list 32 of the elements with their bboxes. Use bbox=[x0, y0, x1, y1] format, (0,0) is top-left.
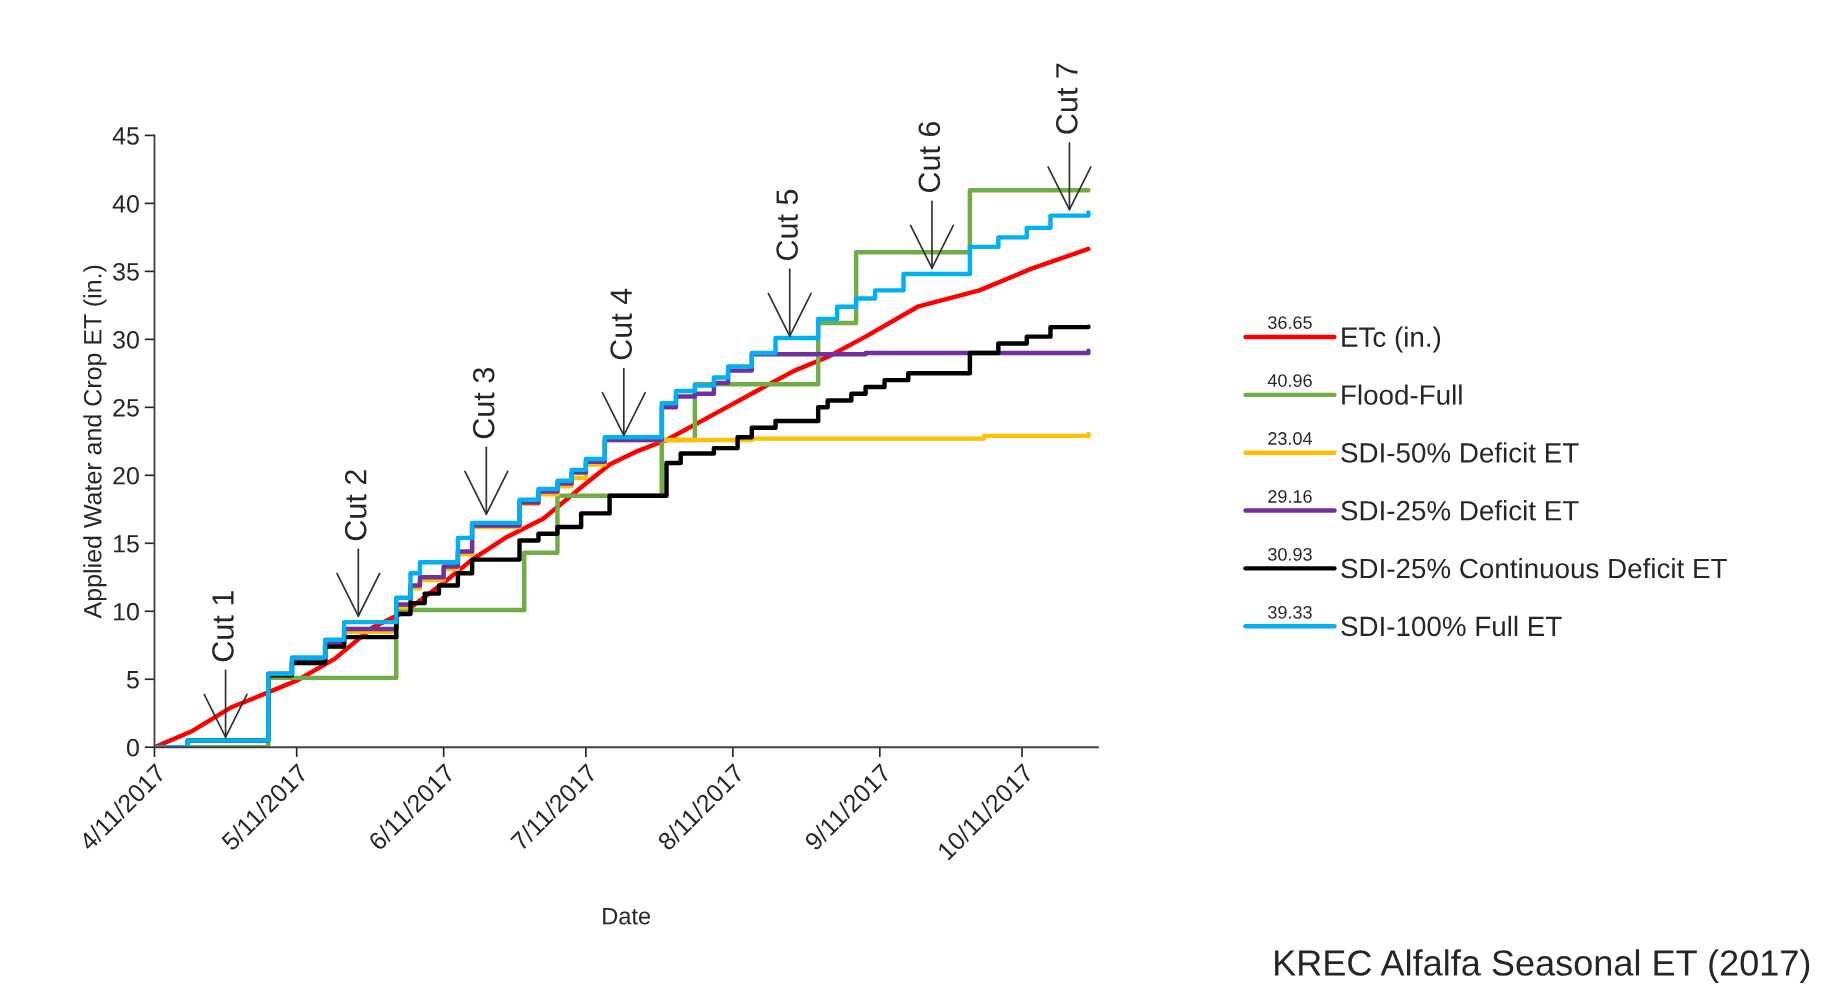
y-tick-label: 30 bbox=[113, 330, 139, 349]
y-tick-label: 15 bbox=[113, 535, 139, 553]
annotation: Cut 6 bbox=[918, 121, 941, 193]
legend-label: SDI-100% Full ET bbox=[1341, 615, 1562, 637]
y-tick-label: 25 bbox=[113, 398, 139, 417]
annotation: Cut 2 bbox=[344, 470, 367, 541]
x-axis-title: Date bbox=[603, 907, 651, 925]
y-tick-label: 10 bbox=[113, 602, 139, 621]
y-tick-label: 40 bbox=[112, 194, 139, 213]
y-tick-label: 5 bbox=[126, 671, 139, 689]
y-tick-label: 0 bbox=[126, 738, 139, 757]
text: 29.16 bbox=[1268, 490, 1312, 503]
text: 39.33 bbox=[1268, 605, 1312, 619]
legend-label: SDI-25% Deficit ET bbox=[1341, 500, 1579, 521]
legend-label: ETc (in.) bbox=[1342, 326, 1441, 353]
annotation: Cut 7 bbox=[1056, 63, 1078, 134]
annotation: Cut 4 bbox=[610, 288, 633, 360]
legend-label: Flood-Full bbox=[1342, 384, 1462, 405]
text: KREC Alfalfa Seasonal ET (2017) bbox=[1275, 949, 1810, 983]
text: 40.96 bbox=[1267, 374, 1312, 387]
text: 23.04 bbox=[1268, 432, 1313, 445]
legend-label: SDI-25% Continuous Deficit ET bbox=[1341, 557, 1727, 579]
text: 36.65 bbox=[1268, 316, 1312, 329]
annotation: Cut 3 bbox=[472, 368, 495, 439]
annotation: Cut 5 bbox=[776, 189, 798, 261]
y-tick-label: 45 bbox=[112, 127, 139, 145]
legend-label: SDI-50% Deficit ET bbox=[1341, 442, 1579, 463]
y-axis-title: Applied Water and Crop ET (in.) bbox=[83, 265, 107, 619]
annotation: Cut 1 bbox=[212, 591, 234, 662]
text: 30.93 bbox=[1268, 547, 1312, 561]
y-tick-label: 20 bbox=[113, 466, 139, 485]
y-tick-label: 35 bbox=[113, 262, 139, 281]
